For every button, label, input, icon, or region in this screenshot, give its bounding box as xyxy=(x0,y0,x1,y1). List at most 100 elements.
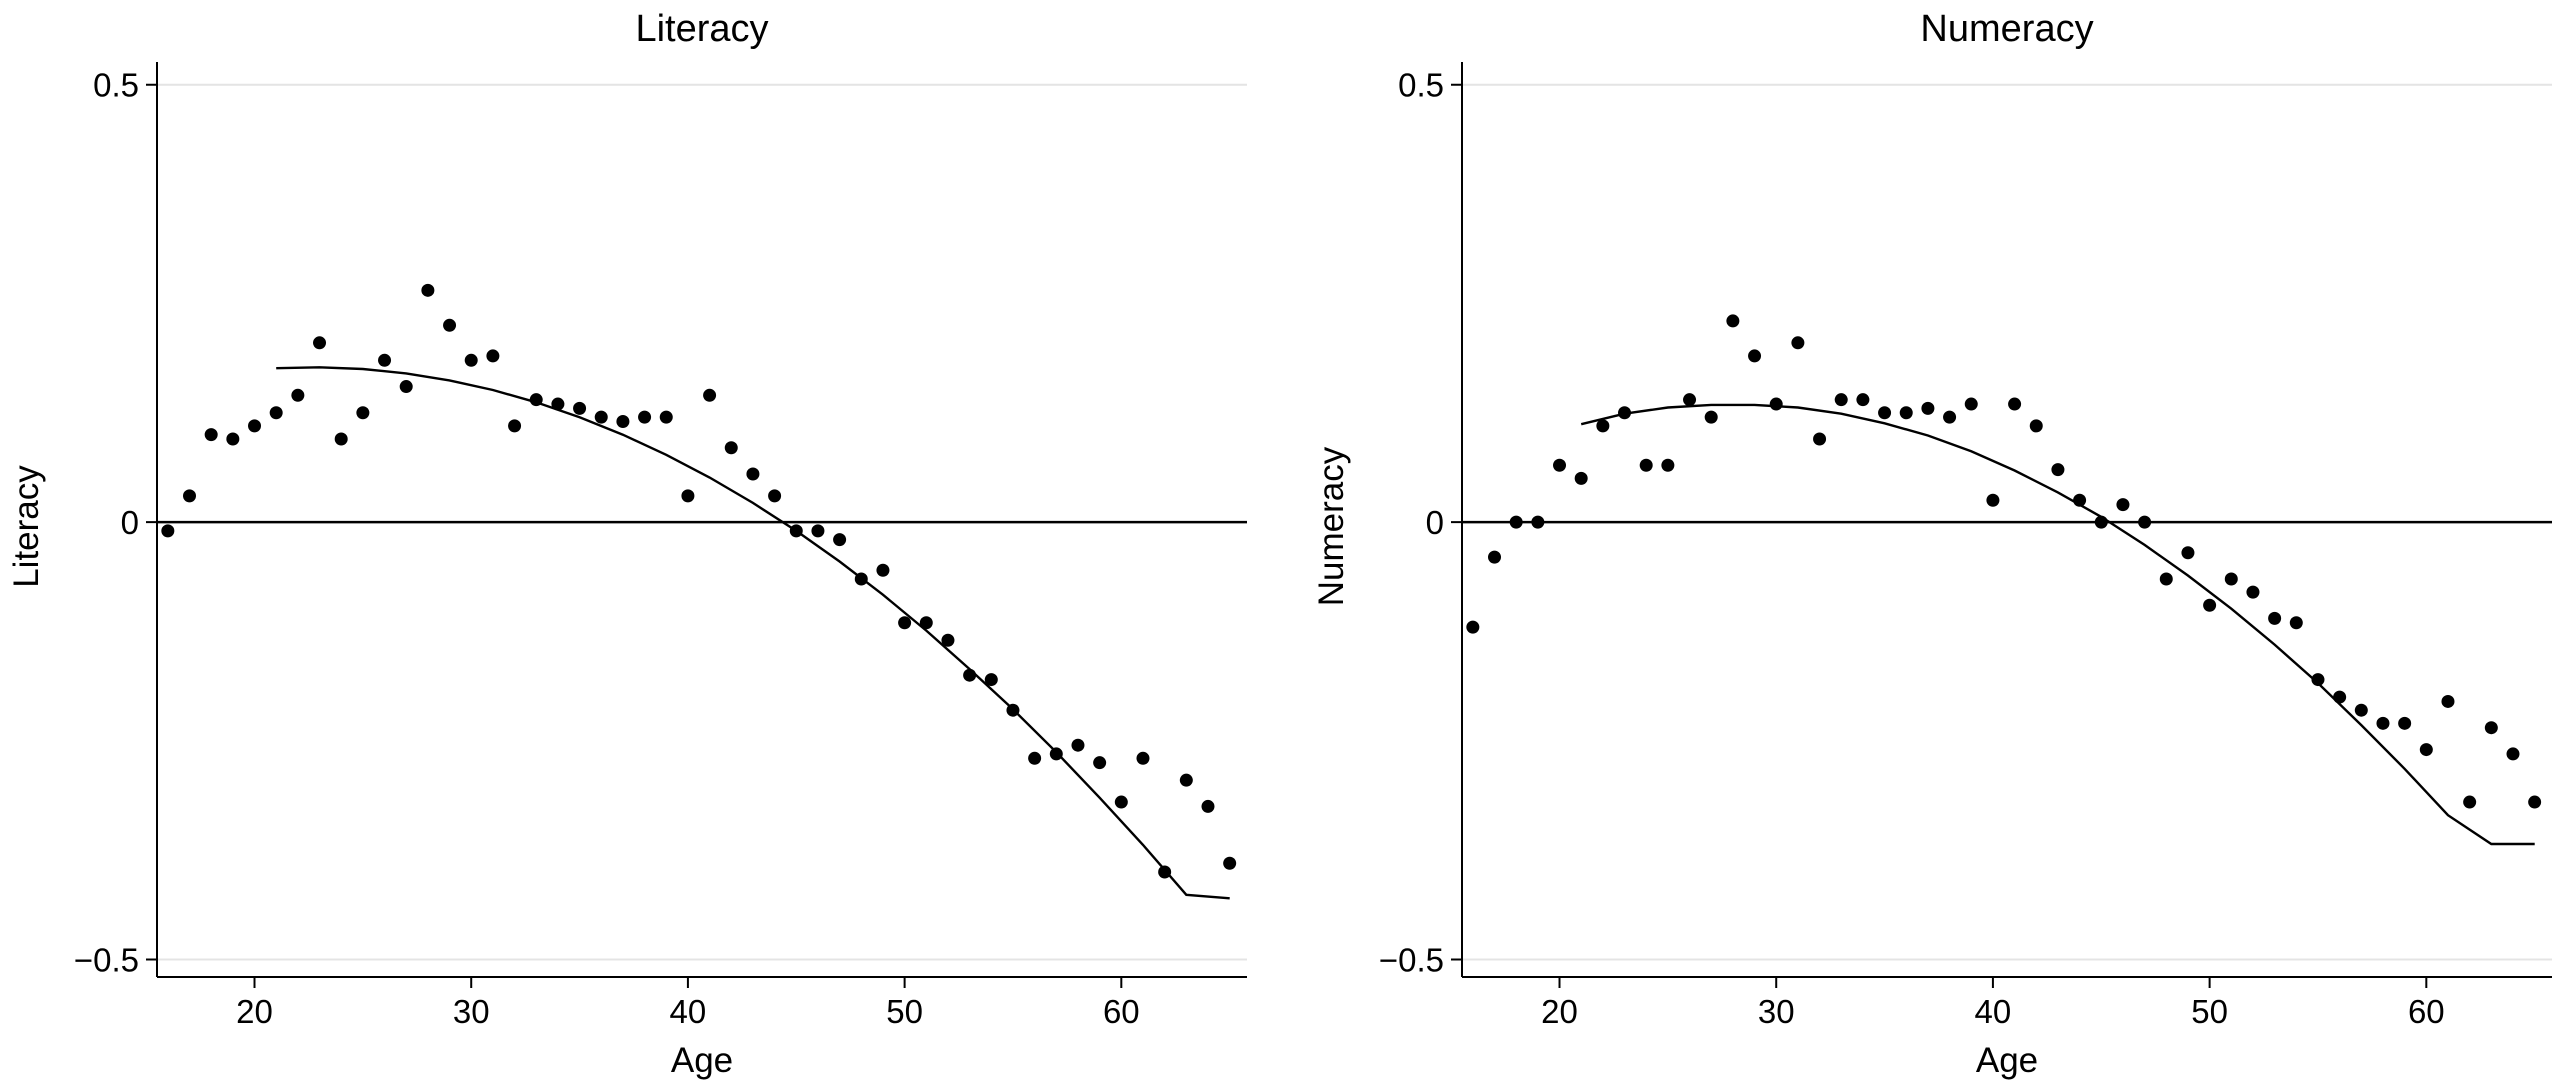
data-point xyxy=(2506,747,2520,761)
data-point xyxy=(594,410,608,424)
data-point xyxy=(2203,598,2217,612)
x-tick-label: 40 xyxy=(670,993,707,1030)
data-point xyxy=(2398,716,2412,730)
data-point xyxy=(963,668,977,682)
data-point xyxy=(638,410,652,424)
x-tick-label: 50 xyxy=(2191,993,2228,1030)
data-point xyxy=(1921,401,1935,415)
data-point xyxy=(1834,393,1848,407)
x-axis-label: Age xyxy=(1976,1041,2038,1080)
x-tick-label: 30 xyxy=(453,993,490,1030)
data-point xyxy=(2246,585,2260,599)
data-point xyxy=(1179,773,1193,787)
chart-title: Numeracy xyxy=(1920,8,2093,50)
x-tick-label: 50 xyxy=(886,993,923,1030)
data-point xyxy=(2224,572,2238,586)
data-point xyxy=(2094,515,2108,529)
data-point xyxy=(334,432,348,446)
x-axis-label: Age xyxy=(671,1041,733,1080)
data-point xyxy=(659,410,673,424)
data-point xyxy=(1466,620,1480,634)
data-point xyxy=(1943,410,1957,424)
data-point xyxy=(1813,432,1827,446)
y-axis-label: Numeracy xyxy=(1312,446,1351,606)
data-point xyxy=(2463,795,2477,809)
data-point xyxy=(1574,471,1588,485)
x-tick-label: 60 xyxy=(2408,993,2445,1030)
data-point xyxy=(1201,799,1215,813)
data-point xyxy=(2159,572,2173,586)
data-point xyxy=(1661,458,1675,472)
data-point xyxy=(1114,795,1128,809)
data-point xyxy=(724,441,738,455)
panel-literacy: Literacy Literacy Age 0.5 0 −0.5 20 30 40 50 60 xyxy=(7,8,1247,1080)
data-point xyxy=(2268,611,2282,625)
data-point xyxy=(291,388,305,402)
data-point xyxy=(2419,743,2433,757)
data-point xyxy=(811,524,825,538)
data-point xyxy=(248,419,262,433)
data-point xyxy=(1964,397,1978,411)
fit-curve xyxy=(276,366,1230,900)
y-tick-label: 0.5 xyxy=(93,67,139,104)
data-point xyxy=(464,353,478,367)
data-point xyxy=(269,406,283,420)
y-tick-label: 0 xyxy=(1426,504,1444,541)
x-tick-label: 60 xyxy=(1103,993,1140,1030)
y-tick-label: −0.5 xyxy=(1379,942,1444,979)
data-point xyxy=(1028,751,1042,765)
data-point xyxy=(616,415,630,429)
data-point xyxy=(1791,336,1805,350)
data-point xyxy=(2051,463,2065,477)
data-point xyxy=(486,349,500,363)
data-point xyxy=(313,336,327,350)
data-point xyxy=(789,524,803,538)
data-point xyxy=(2289,616,2303,630)
panel-numeracy: Numeracy Numeracy Age 0.5 0 −0.5 20 30 40 50 60 xyxy=(1312,8,2552,1080)
data-point xyxy=(378,353,392,367)
chart-title: Literacy xyxy=(635,8,768,50)
x-tick-label: 20 xyxy=(1541,993,1578,1030)
data-point xyxy=(1878,406,1892,420)
data-point xyxy=(2441,694,2455,708)
data-point xyxy=(183,489,197,503)
y-tick-label: −0.5 xyxy=(74,942,139,979)
data-point xyxy=(443,318,457,332)
data-point xyxy=(2311,673,2325,687)
data-point xyxy=(2029,419,2043,433)
data-point xyxy=(1986,493,2000,507)
data-point xyxy=(529,393,543,407)
data-point xyxy=(551,397,565,411)
data-point xyxy=(2528,795,2542,809)
data-point xyxy=(1726,314,1740,328)
y-axis-label: Literacy xyxy=(7,465,46,588)
data-point xyxy=(1856,393,1870,407)
data-point xyxy=(2181,546,2195,560)
data-point xyxy=(768,489,782,503)
data-point xyxy=(1488,550,1502,564)
data-point xyxy=(984,673,998,687)
data-point xyxy=(508,419,522,433)
data-point xyxy=(833,533,847,547)
data-point xyxy=(573,401,587,415)
fit-curve xyxy=(1580,403,2535,846)
data-point xyxy=(1158,865,1172,879)
data-point xyxy=(1553,458,1567,472)
data-point xyxy=(356,406,370,420)
data-point xyxy=(1509,515,1523,529)
data-point xyxy=(854,572,868,586)
data-point xyxy=(1093,756,1107,770)
data-point xyxy=(2484,721,2498,735)
data-point xyxy=(2333,690,2347,704)
data-point xyxy=(1769,397,1783,411)
data-point xyxy=(1618,406,1632,420)
data-point xyxy=(703,388,717,402)
data-point xyxy=(226,432,240,446)
data-point xyxy=(2354,703,2368,717)
data-point xyxy=(898,616,912,630)
data-point xyxy=(746,467,760,481)
x-tick-label: 20 xyxy=(236,993,273,1030)
data-point xyxy=(2138,515,2152,529)
data-point xyxy=(919,616,933,630)
